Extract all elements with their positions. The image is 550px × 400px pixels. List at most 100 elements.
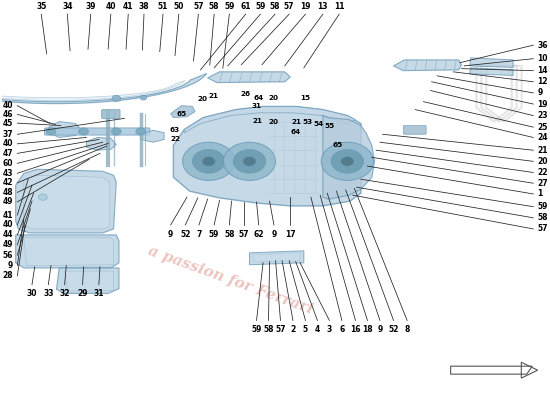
FancyBboxPatch shape [102,110,120,118]
Text: 12: 12 [537,77,548,86]
Text: 40: 40 [2,139,13,148]
Text: 15: 15 [300,95,311,101]
Text: 11: 11 [334,2,344,11]
Circle shape [243,156,256,166]
Text: 34: 34 [62,2,73,11]
Polygon shape [0,80,185,100]
Text: 52: 52 [180,230,190,239]
Polygon shape [64,271,113,291]
Circle shape [46,128,56,135]
FancyBboxPatch shape [45,128,150,135]
Text: 25: 25 [537,123,548,132]
Text: 39: 39 [85,2,96,11]
Text: 37: 37 [2,130,13,139]
Polygon shape [394,60,461,71]
Text: 9: 9 [168,230,173,239]
Text: 65: 65 [333,142,343,148]
Polygon shape [253,253,300,262]
Text: 58: 58 [224,230,235,239]
Polygon shape [57,268,119,293]
Text: 14: 14 [537,66,548,75]
Circle shape [39,194,47,200]
Text: 40: 40 [2,101,13,110]
Text: 29: 29 [78,290,88,298]
Text: 21: 21 [292,119,302,125]
Text: 61: 61 [240,2,251,11]
Polygon shape [207,72,290,82]
Text: 8: 8 [404,325,410,334]
Text: 59: 59 [537,202,548,211]
Text: 10: 10 [537,54,548,63]
Text: 28: 28 [2,271,13,280]
Circle shape [136,128,146,135]
Text: 41: 41 [123,2,134,11]
Text: 21: 21 [537,146,548,155]
Text: 58: 58 [263,325,274,334]
Text: 64: 64 [290,128,301,134]
Polygon shape [173,106,361,206]
Circle shape [223,142,276,180]
Text: 30: 30 [27,290,37,298]
Text: 54: 54 [314,121,323,127]
Text: 46: 46 [2,110,13,119]
Text: 60: 60 [2,159,13,168]
Polygon shape [0,74,207,104]
Polygon shape [16,235,119,268]
Text: 20: 20 [269,95,279,101]
Text: 38: 38 [139,2,149,11]
Text: 9: 9 [8,261,13,270]
Text: 50: 50 [174,2,184,11]
Text: 45: 45 [3,119,13,128]
Text: 47: 47 [2,149,13,158]
Text: 9: 9 [377,325,383,334]
Text: 63: 63 [170,126,180,132]
Text: 53: 53 [302,119,313,125]
Text: 21: 21 [208,93,218,99]
Text: 21: 21 [252,118,262,124]
Circle shape [321,142,373,180]
Text: 31: 31 [251,103,262,109]
Polygon shape [184,106,355,133]
Text: 56: 56 [3,251,13,260]
Text: 59: 59 [251,325,262,334]
Text: 58: 58 [270,2,280,11]
Text: 1: 1 [537,190,543,198]
Text: 44: 44 [2,230,13,240]
Text: 40: 40 [106,2,116,11]
Text: 19: 19 [537,100,548,108]
Text: 33: 33 [43,290,53,298]
Text: 51: 51 [158,2,168,11]
Text: 16: 16 [350,325,361,334]
Text: 20: 20 [269,119,279,125]
Circle shape [202,156,215,166]
Text: 57: 57 [193,2,204,11]
Text: 55: 55 [324,122,334,128]
Circle shape [341,156,354,166]
Text: 22: 22 [170,136,180,142]
Text: 59: 59 [224,2,234,11]
Polygon shape [86,138,116,150]
Polygon shape [24,175,110,229]
Text: 57: 57 [284,2,294,11]
Text: 31: 31 [94,290,104,298]
Text: 40: 40 [2,220,13,230]
Text: 43: 43 [2,169,13,178]
Text: 4: 4 [315,325,320,334]
Circle shape [112,128,121,135]
Text: 59: 59 [255,2,266,11]
Polygon shape [16,169,116,233]
Circle shape [140,95,147,100]
Circle shape [331,150,364,173]
Polygon shape [141,130,164,142]
Text: 65: 65 [177,111,186,117]
Text: 3: 3 [327,325,332,334]
Text: 59: 59 [209,230,219,239]
Text: 49: 49 [2,240,13,249]
Text: 58: 58 [209,2,219,11]
Text: a passion for Ferrari: a passion for Ferrari [146,244,315,317]
Polygon shape [48,122,81,138]
Text: 58: 58 [537,213,548,222]
Text: 20: 20 [537,157,548,166]
Text: 24: 24 [537,133,548,142]
Text: 22: 22 [537,168,548,177]
